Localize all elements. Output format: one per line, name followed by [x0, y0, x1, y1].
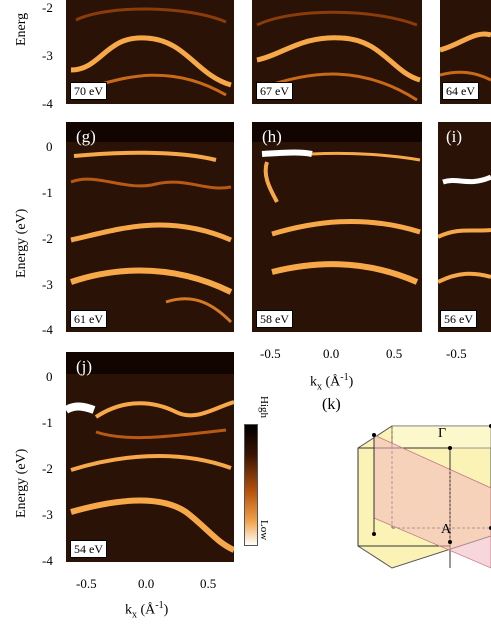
- brillouin-zone-diagram: [357, 424, 491, 569]
- energy-tick: -4: [42, 322, 53, 337]
- arpes-bands: [66, 122, 234, 324]
- energy-box: 56 eV: [440, 310, 477, 328]
- energy-tick: -3: [42, 507, 53, 522]
- arpes-bands: [66, 352, 234, 553]
- colorbar-low-label: Low: [258, 520, 270, 541]
- energy-axis-label-top: Energ: [14, 12, 29, 46]
- energy-box: 61 eV: [70, 310, 107, 328]
- colorbar: [244, 424, 258, 546]
- energy-box: 54 eV: [70, 540, 107, 558]
- energy-tick: -3: [42, 48, 53, 63]
- energy-tick: -4: [42, 553, 53, 568]
- energy-box: 64 eV: [442, 82, 479, 100]
- arpes-bands: [438, 174, 491, 284]
- arpes-panel-g: (g) 61 eV: [66, 122, 234, 332]
- kx-tick: 0.5: [386, 346, 403, 361]
- panel-label: (i): [446, 127, 463, 146]
- kx-tick: -0.5: [76, 576, 97, 591]
- arpes-panel-j: (j) 54 eV: [66, 352, 234, 562]
- arpes-panel-67ev: 67 eV: [252, 0, 422, 104]
- arpes-panel-h: (h) 58 eV: [252, 122, 422, 332]
- energy-tick: -1: [42, 185, 53, 200]
- energy-box: 67 eV: [256, 82, 293, 100]
- energy-tick: 0: [46, 139, 53, 154]
- energy-tick: -2: [42, 461, 53, 476]
- panel-label: (g): [76, 127, 96, 146]
- arpes-panel-70ev: 70 eV: [66, 0, 234, 104]
- arpes-panel-i: (i) 56 eV: [438, 122, 491, 332]
- energy-tick: 0: [46, 369, 53, 384]
- kx-axis-label-mid: kx (Å-1): [310, 372, 354, 393]
- kx-tick: 0.0: [138, 576, 155, 591]
- panel-label: (j): [76, 357, 93, 376]
- energy-tick: -4: [42, 96, 53, 111]
- bz-a-label: A: [441, 522, 452, 537]
- energy-axis-label-middle: Energy (eV): [14, 208, 29, 278]
- arpes-bands: [252, 122, 422, 285]
- panel-k-label: (k): [322, 396, 341, 413]
- energy-tick: -3: [42, 277, 53, 292]
- energy-box: 58 eV: [256, 310, 293, 328]
- energy-tick: -1: [42, 415, 53, 430]
- energy-tick: -2: [42, 0, 53, 15]
- bz-gamma-label: Γ: [438, 426, 447, 441]
- kx-axis-label-bottom: kx (Å-1): [125, 600, 169, 621]
- energy-box: 70 eV: [70, 82, 107, 100]
- kx-tick: -0.5: [260, 346, 281, 361]
- kx-tick: -0.5: [446, 346, 467, 361]
- arpes-panel-64ev: 64 eV: [440, 0, 491, 104]
- panel-label: (h): [262, 127, 282, 146]
- kx-tick: 0.5: [200, 576, 217, 591]
- kx-tick: 0.0: [323, 346, 340, 361]
- arpes-bands: [440, 31, 491, 82]
- colorbar-high-label: High: [258, 396, 270, 418]
- energy-axis-label-bottom: Energy (eV): [14, 448, 29, 518]
- energy-tick: -2: [42, 231, 53, 246]
